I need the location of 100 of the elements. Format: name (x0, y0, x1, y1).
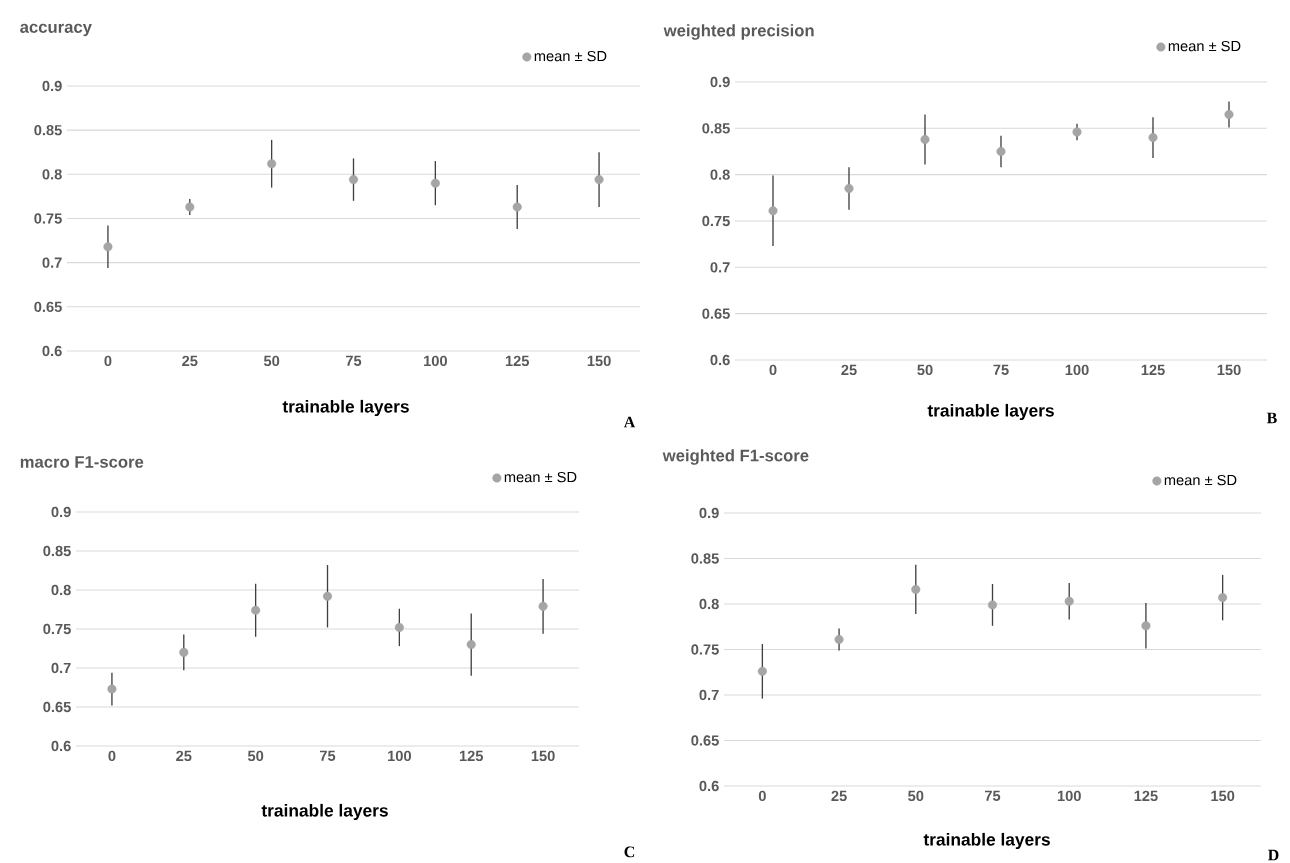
point (911, 584, 921, 594)
x-tick-label: 25 (841, 364, 857, 376)
y-tick-label: 0.6 (710, 354, 730, 366)
x-tick-label: 25 (182, 355, 198, 367)
y-tick-label: 0.75 (691, 644, 719, 655)
x-tick-label: 0 (758, 790, 766, 802)
x-tick-label: 75 (984, 790, 1001, 801)
x-tick-label: 150 (1211, 790, 1235, 802)
point (768, 206, 778, 216)
y-tick-label: 0.7 (710, 262, 730, 273)
x-tick-label: 75 (319, 750, 336, 761)
point (920, 134, 930, 144)
chart-title: accuracy (20, 23, 92, 37)
x-tick-label: 125 (459, 750, 484, 762)
point (430, 178, 440, 188)
y-tick-label: 0.75 (702, 215, 730, 227)
x-tick-label: 150 (531, 750, 555, 762)
x-axis-title: trainable layers (261, 803, 388, 821)
text: A (623, 416, 636, 428)
point (1072, 127, 1082, 137)
chart-title: weighted precision (663, 24, 814, 40)
x-tick-label: 50 (908, 790, 924, 802)
point (987, 600, 998, 610)
y-tick-label: 0.9 (42, 80, 62, 92)
y-tick-label: 0.8 (42, 169, 62, 180)
point (466, 640, 476, 650)
x-tick-label: 75 (345, 355, 362, 366)
point (103, 242, 113, 252)
y-tick-label: 0.6 (42, 345, 62, 357)
y-tick-label: 0.9 (699, 507, 719, 519)
point (996, 146, 1006, 157)
x-tick-label: 50 (247, 750, 264, 762)
y-tick-label: 0.6 (699, 780, 719, 792)
point (1064, 596, 1074, 606)
y-tick-label: 0.85 (43, 545, 71, 557)
x-tick-label: 100 (388, 750, 411, 762)
y-tick-label: 0.85 (702, 123, 730, 134)
x-tick-label: 125 (505, 355, 530, 367)
x-tick-label: 100 (1057, 790, 1081, 802)
x-tick-label: 50 (917, 364, 933, 376)
y-tick-label: 0.8 (710, 169, 730, 180)
point (1148, 133, 1158, 143)
x-tick-label: 0 (108, 750, 116, 762)
x-tick-label: 150 (1217, 364, 1241, 376)
x-tick-label: 125 (1134, 790, 1158, 802)
y-tick-label: 0.65 (43, 701, 71, 713)
legend-label: mean ± SD (534, 50, 607, 62)
x-tick-label: 0 (104, 355, 112, 367)
y-tick-label: 0.65 (34, 301, 62, 313)
y-tick-label: 0.65 (691, 735, 719, 746)
point (594, 175, 604, 185)
y-tick-label: 0.75 (34, 213, 62, 224)
legend-label: mean ± SD (1168, 40, 1241, 52)
point (834, 634, 844, 645)
x-tick-label: 100 (424, 355, 447, 367)
text: B (1266, 412, 1277, 424)
x-tick-label: 100 (1065, 364, 1089, 376)
point (267, 159, 277, 169)
x-tick-label: 50 (263, 355, 280, 367)
x-tick-label: 25 (176, 750, 192, 762)
x-tick-label: 125 (1141, 364, 1165, 376)
point (757, 666, 767, 676)
x-axis-title: trainable layers (282, 399, 409, 417)
y-tick-label: 0.9 (51, 506, 71, 518)
point (322, 591, 333, 601)
y-tick-label: 0.7 (42, 257, 62, 268)
legend-label: mean ± SD (504, 471, 577, 483)
x-tick-label: 0 (769, 364, 777, 376)
point (251, 605, 261, 615)
x-tick-label: 75 (993, 364, 1009, 375)
x-axis-title: trainable layers (927, 403, 1054, 421)
y-tick-label: 0.65 (702, 308, 730, 319)
point (844, 184, 854, 194)
point (512, 202, 522, 212)
y-tick-label: 0.7 (699, 689, 719, 701)
point (179, 647, 189, 657)
y-tick-label: 0.6 (51, 740, 71, 752)
legend-label: mean ± SD (1164, 474, 1237, 486)
point (1218, 593, 1228, 603)
y-tick-label: 0.8 (51, 584, 71, 596)
point (107, 684, 117, 694)
point (348, 175, 359, 185)
chart-title: weighted F1-score (662, 449, 809, 465)
point (1141, 621, 1151, 631)
x-tick-label: 25 (831, 790, 847, 802)
point (538, 601, 548, 611)
point (185, 202, 195, 212)
x-tick-label: 150 (587, 355, 611, 367)
y-tick-label: 0.9 (710, 76, 730, 88)
point (1224, 109, 1234, 119)
y-tick-label: 0.7 (51, 662, 71, 674)
y-tick-label: 0.75 (43, 623, 71, 635)
y-tick-label: 0.85 (691, 553, 719, 564)
x-axis-title: trainable layers (923, 832, 1050, 850)
y-tick-label: 0.8 (699, 598, 719, 610)
point (394, 622, 404, 632)
text: C (624, 846, 635, 858)
y-tick-label: 0.85 (34, 124, 62, 136)
chart-title: macro F1-score (20, 456, 144, 468)
text: D (1267, 849, 1279, 861)
